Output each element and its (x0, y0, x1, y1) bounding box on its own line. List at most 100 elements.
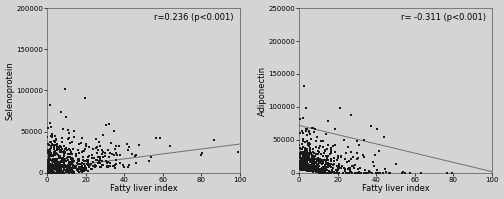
Point (103, 165, 111, 168)
Point (58, 171, 67, 175)
Point (84, 163, 92, 166)
Point (84, 156, 92, 159)
Point (57, 166, 66, 169)
Point (299, 139, 307, 143)
Point (336, 107, 344, 110)
Point (197, 154, 205, 157)
Point (59, 164, 68, 167)
Point (308, 166, 317, 169)
Point (330, 163, 338, 166)
Point (60, 159, 68, 162)
Point (67, 162, 75, 165)
Point (52, 138, 60, 141)
Point (302, 133, 310, 137)
Point (54, 167, 62, 170)
Point (47, 169, 55, 172)
Point (323, 148, 331, 151)
Point (313, 163, 321, 167)
Point (337, 167, 345, 170)
Point (106, 151, 114, 154)
Point (327, 162, 335, 165)
Point (304, 157, 312, 160)
Point (308, 156, 316, 159)
Point (342, 171, 350, 175)
Point (311, 165, 320, 169)
Point (322, 171, 330, 175)
Point (303, 148, 311, 151)
Point (298, 158, 306, 161)
Point (106, 141, 114, 145)
Point (299, 131, 307, 135)
Point (115, 144, 123, 147)
Point (69, 170, 77, 173)
Point (57, 167, 65, 170)
Point (59, 162, 68, 165)
Point (65, 137, 73, 140)
Point (304, 159, 312, 162)
Point (56, 156, 64, 159)
Point (198, 152, 206, 155)
Point (94, 155, 102, 158)
Point (299, 162, 307, 165)
Point (210, 139, 218, 142)
Point (133, 153, 141, 157)
Point (63, 170, 71, 173)
Point (47, 144, 55, 147)
Point (95, 140, 103, 143)
Point (302, 164, 310, 167)
Point (301, 140, 309, 143)
Point (305, 153, 313, 156)
Point (304, 168, 312, 172)
Point (51, 167, 59, 170)
Point (306, 151, 314, 154)
Point (48, 164, 56, 167)
Point (47, 159, 55, 162)
Point (310, 165, 319, 168)
Point (327, 148, 335, 151)
Point (49, 171, 57, 174)
Point (96, 144, 104, 147)
Point (301, 106, 309, 109)
Point (79, 169, 87, 172)
Point (324, 143, 332, 147)
Point (64, 166, 72, 169)
Point (59, 157, 68, 161)
Point (301, 165, 309, 168)
Point (302, 153, 310, 157)
Point (327, 171, 335, 174)
Point (73, 161, 81, 165)
Point (77, 166, 85, 169)
Point (47, 171, 55, 175)
Point (46, 162, 54, 165)
Point (303, 168, 311, 172)
Point (308, 153, 317, 156)
Point (310, 159, 319, 163)
Point (78, 150, 86, 154)
Point (56, 156, 64, 160)
Point (320, 139, 328, 142)
Point (355, 171, 363, 175)
Point (61, 151, 69, 154)
Point (303, 164, 311, 167)
Point (303, 157, 311, 160)
Point (309, 170, 317, 173)
Point (307, 166, 315, 170)
Point (91, 166, 99, 169)
Point (333, 158, 341, 161)
Point (54, 171, 62, 175)
Point (295, 166, 303, 169)
Point (306, 148, 314, 151)
Point (349, 155, 357, 159)
Point (317, 171, 325, 174)
Point (65, 160, 73, 163)
Point (300, 168, 308, 171)
Point (43, 170, 51, 173)
Point (317, 158, 325, 161)
Point (110, 129, 118, 132)
Point (44, 169, 52, 172)
Point (45, 171, 53, 175)
Point (46, 169, 54, 173)
Point (295, 161, 303, 164)
Point (328, 169, 336, 172)
Point (45, 158, 53, 161)
